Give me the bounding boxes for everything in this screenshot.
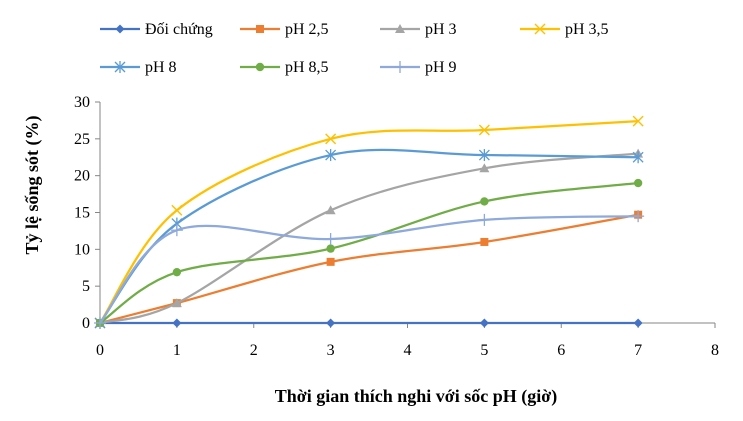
legend-label: Đối chứng bbox=[145, 21, 213, 38]
data-point bbox=[325, 149, 337, 162]
legend-item: Đối chứng bbox=[100, 21, 213, 38]
legend-label: pH 3 bbox=[425, 21, 457, 38]
y-tick-label: 5 bbox=[82, 278, 90, 295]
data-point bbox=[326, 244, 335, 253]
y-tick-label: 10 bbox=[74, 241, 90, 258]
axes: 0 5 10 15 20 25 30 0 1 2 3 4 5 6 7 8 bbox=[74, 94, 719, 359]
y-axis-title: Tỷ lệ sống sót (%) bbox=[22, 115, 43, 254]
legend-label: pH 8 bbox=[145, 59, 177, 76]
data-point bbox=[478, 213, 491, 226]
data-point bbox=[478, 124, 490, 136]
series-6 bbox=[94, 210, 645, 329]
legend-label: pH 3,5 bbox=[565, 21, 609, 38]
x-tick-label: 5 bbox=[480, 342, 488, 359]
data-point bbox=[325, 133, 337, 145]
y-tick-label: 20 bbox=[74, 168, 90, 185]
data-point bbox=[632, 210, 645, 223]
plot-area bbox=[94, 115, 645, 329]
data-point bbox=[633, 318, 643, 328]
legend-item: pH 3 bbox=[380, 21, 457, 38]
data-point bbox=[325, 205, 336, 215]
legend-item: pH 8 bbox=[100, 59, 177, 76]
data-point bbox=[170, 224, 183, 237]
y-tick-label: 25 bbox=[74, 131, 90, 148]
data-point bbox=[326, 257, 335, 266]
data-point bbox=[632, 115, 644, 127]
legend-marker bbox=[395, 24, 405, 33]
data-point bbox=[480, 197, 489, 206]
series-line bbox=[99, 181, 639, 324]
data-point bbox=[172, 267, 182, 277]
data-point bbox=[171, 298, 182, 308]
data-point bbox=[633, 178, 643, 188]
data-point bbox=[324, 233, 337, 246]
x-tick-label: 7 bbox=[634, 342, 642, 359]
data-point bbox=[479, 163, 490, 173]
data-point bbox=[480, 237, 489, 246]
data-point bbox=[172, 318, 182, 328]
data-point bbox=[94, 317, 106, 329]
series-0 bbox=[95, 318, 643, 328]
data-point bbox=[632, 151, 644, 164]
y-tick-label: 15 bbox=[74, 205, 90, 222]
data-point bbox=[479, 318, 489, 328]
series-line bbox=[99, 213, 639, 325]
data-point bbox=[171, 204, 183, 216]
y-tick-label: 30 bbox=[74, 94, 90, 111]
legend-item: pH 9 bbox=[380, 59, 457, 76]
x-tick-label: 4 bbox=[404, 342, 412, 359]
data-point bbox=[478, 149, 490, 162]
legend-marker bbox=[115, 24, 125, 34]
legend-item: pH 2,5 bbox=[240, 21, 329, 38]
legend-label: pH 2,5 bbox=[285, 21, 329, 38]
legend-item: pH 3,5 bbox=[520, 21, 609, 38]
legend-marker bbox=[394, 61, 406, 73]
x-tick-label: 6 bbox=[557, 342, 565, 359]
x-axis-title: Thời gian thích nghi với sốc pH (giờ) bbox=[275, 386, 557, 407]
y-tick-label: 0 bbox=[82, 315, 90, 332]
legend-label: pH 9 bbox=[425, 59, 457, 76]
data-point bbox=[326, 318, 336, 328]
x-tick-label: 2 bbox=[250, 342, 258, 359]
legend: Đối chứng pH 2,5 pH 3 pH 3,5 pH 8 pH 8,5 pH 9 bbox=[100, 21, 609, 76]
legend-marker bbox=[114, 61, 126, 73]
x-tick-label: 1 bbox=[173, 342, 181, 359]
legend-marker bbox=[255, 62, 265, 72]
legend-item: pH 8,5 bbox=[240, 59, 329, 76]
legend-marker bbox=[256, 25, 264, 33]
legend-label: pH 8,5 bbox=[285, 59, 329, 76]
x-tick-label: 3 bbox=[327, 342, 335, 359]
x-tick-label: 0 bbox=[96, 342, 104, 359]
legend-marker bbox=[534, 23, 546, 35]
x-tick-label: 8 bbox=[711, 342, 719, 359]
